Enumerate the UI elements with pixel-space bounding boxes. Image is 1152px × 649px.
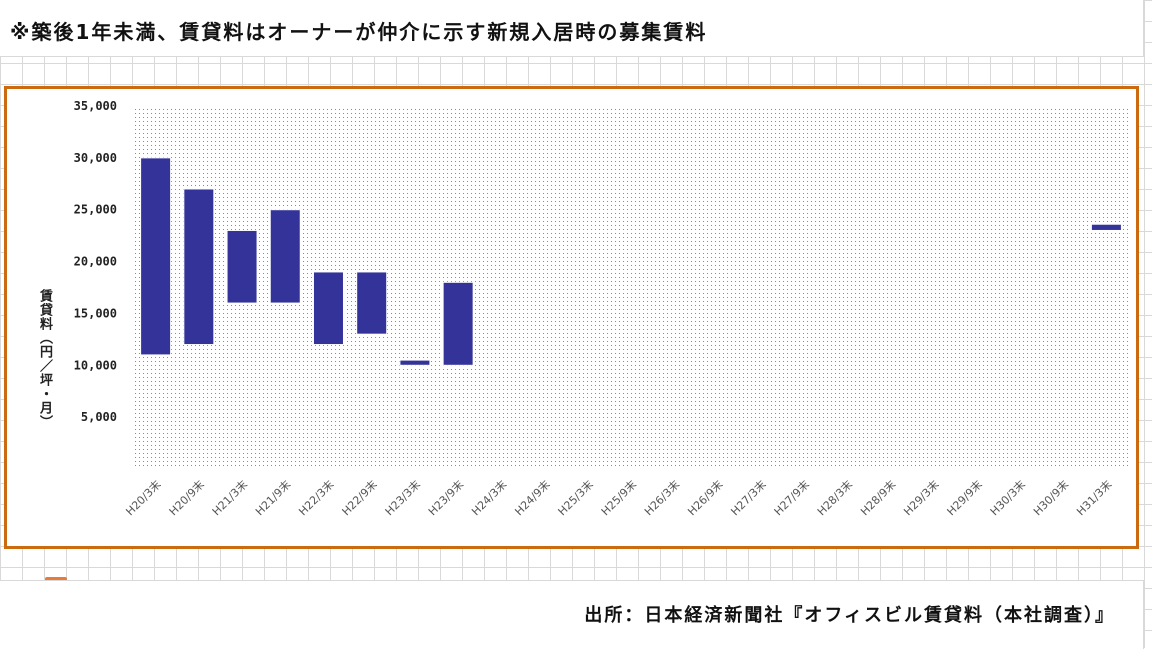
x-tick-label: H22/3末	[296, 477, 337, 518]
x-tick-label: H28/9末	[857, 477, 898, 518]
range-bar	[1090, 223, 1122, 231]
y-tick-label: 35,000	[74, 99, 117, 113]
x-tick-label: H28/3末	[814, 477, 855, 518]
x-tick-label: H25/9末	[598, 477, 639, 518]
y-tick-label: 15,000	[74, 306, 117, 320]
footer-band: 出所：日本経済新聞社『オフィスビル賃貸料（本社調査）』	[0, 580, 1144, 649]
x-tick-label: H27/9末	[771, 477, 812, 518]
header-band: ※築後1年未満、賃貸料はオーナーが仲介に示す新規入居時の募集賃料	[0, 0, 1144, 57]
x-tick-label: H23/3末	[382, 477, 423, 518]
x-tick-label: H24/9末	[512, 477, 553, 518]
x-tick-label: H26/9末	[685, 477, 726, 518]
range-bar	[226, 229, 258, 304]
x-tick-label: H26/3末	[641, 477, 682, 518]
x-tick-label: H23/9末	[425, 477, 466, 518]
x-tick-label: H21/3末	[209, 477, 250, 518]
chart-frame: 35,000 30,000 25,000 20,000 15,000 10,000 5,00…	[4, 86, 1139, 601]
x-tick-label: H29/3末	[901, 477, 942, 518]
x-tick-label: H21/9末	[252, 477, 293, 518]
y-tick-label: 5,000	[81, 410, 117, 424]
x-tick-label: H29/9末	[944, 477, 985, 518]
x-tick-label: H22/9末	[339, 477, 380, 518]
x-tick-label: H20/9末	[166, 477, 207, 518]
x-tick-label: H30/3末	[987, 477, 1028, 518]
range-bar	[442, 281, 474, 366]
range-bar	[269, 209, 301, 304]
range-bar	[399, 359, 431, 366]
source-note: 出所：日本経済新聞社『オフィスビル賃貸料（本社調査）』	[584, 605, 1115, 626]
range-bar	[140, 157, 172, 356]
y-tick-label: 10,000	[74, 358, 117, 372]
y-tick-label: 20,000	[74, 255, 117, 269]
range-bar	[356, 271, 388, 335]
y-tick-label: 25,000	[74, 203, 117, 217]
x-tick-label: H27/3末	[728, 477, 769, 518]
range-bar	[183, 188, 215, 346]
x-tick-label: H31/3末	[1074, 477, 1115, 518]
range-bar	[312, 271, 344, 346]
rent-range-chart: 35,000 30,000 25,000 20,000 15,000 10,000 5,00…	[74, 99, 1128, 518]
x-tick-label: H25/3末	[555, 477, 596, 518]
y-axis-label: 賃貸料（円／坪・月）	[37, 289, 52, 429]
chart-note: ※築後1年未満、賃貸料はオーナーが仲介に示す新規入居時の募集賃料	[10, 20, 708, 44]
y-tick-label: 30,000	[74, 151, 117, 165]
x-tick-label: H20/3末	[123, 477, 164, 518]
x-tick-label: H30/9末	[1030, 477, 1071, 518]
x-tick-label: H24/3末	[468, 477, 509, 518]
